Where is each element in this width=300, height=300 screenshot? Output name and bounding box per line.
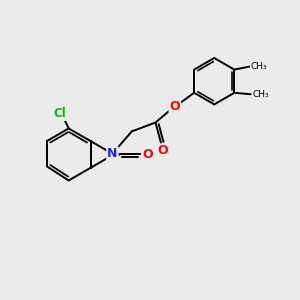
Text: O: O — [158, 144, 168, 157]
Text: N: N — [107, 147, 118, 160]
Text: CH₃: CH₃ — [251, 62, 267, 71]
Text: O: O — [169, 100, 180, 113]
Text: S: S — [108, 149, 117, 162]
Text: O: O — [142, 148, 152, 161]
Text: CH₃: CH₃ — [252, 90, 269, 99]
Text: Cl: Cl — [53, 107, 66, 120]
